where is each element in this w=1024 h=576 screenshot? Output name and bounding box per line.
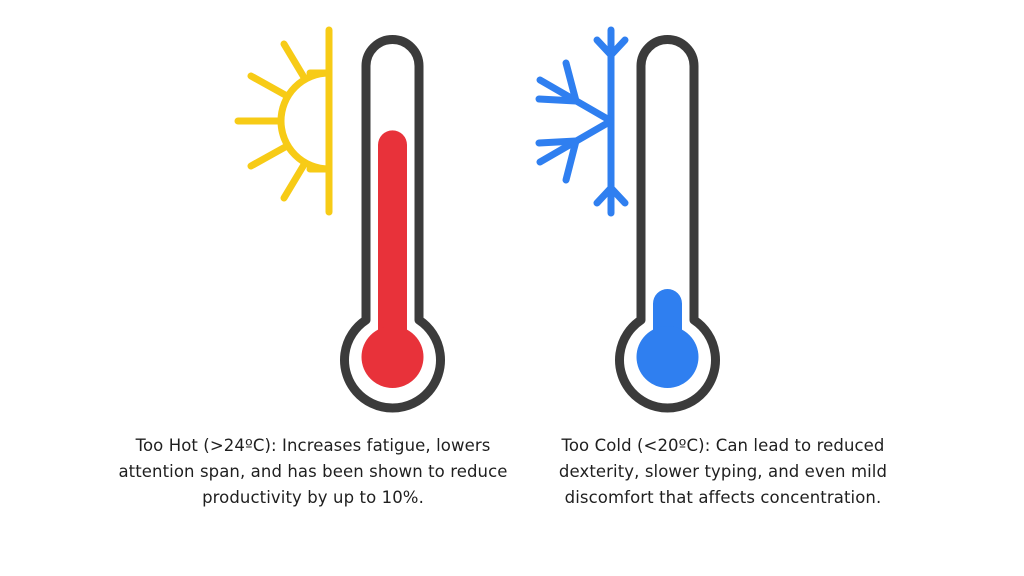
cold-thermometer bbox=[615, 35, 720, 413]
cold-caption: Too Cold (<20ºC): Can lead to reduced de… bbox=[558, 436, 888, 507]
snowflake-icon bbox=[535, 26, 629, 217]
cold-thermometer-outline bbox=[615, 35, 720, 413]
hot-caption: Too Hot (>24ºC): Increases fatigue, lowe… bbox=[118, 436, 508, 507]
sun-icon bbox=[234, 26, 333, 216]
hot-mercury-column bbox=[378, 130, 407, 350]
hot-mercury-bulb bbox=[361, 326, 424, 388]
hot-thermometer bbox=[340, 35, 445, 413]
cold-mercury-bulb bbox=[636, 326, 699, 388]
